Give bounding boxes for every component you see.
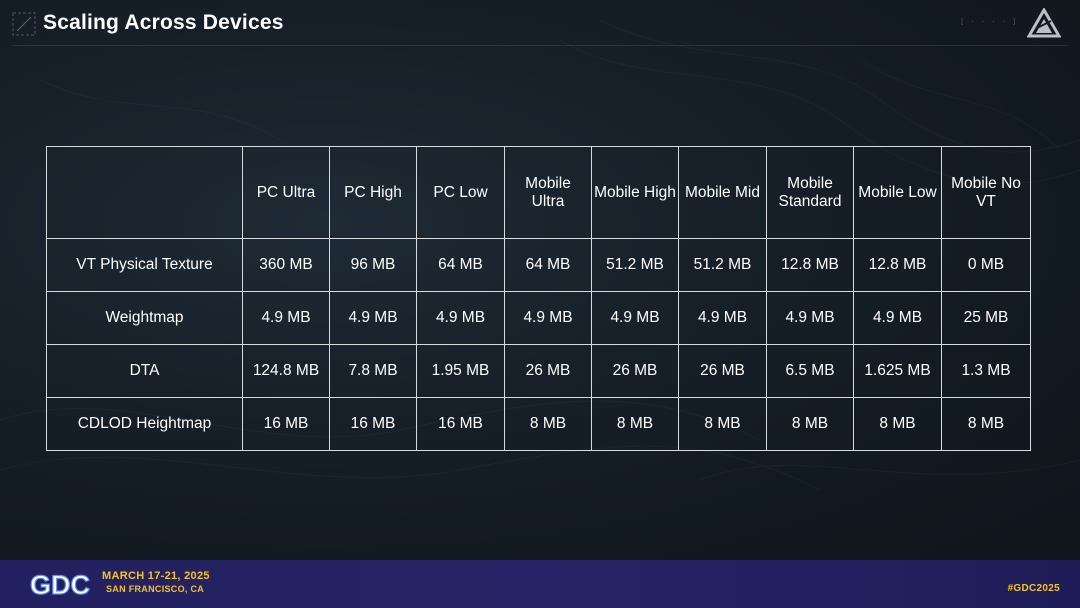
table-cell: 64 MB [504, 238, 592, 292]
table-cell: 4.9 MB [242, 291, 330, 345]
header-cell: Mobile High [591, 146, 679, 239]
gdc-logo: GDC [29, 569, 90, 600]
crosshair-square-icon [12, 12, 36, 36]
event-hashtag: #GDC2025 [1007, 583, 1060, 594]
table-cell: 8 MB [941, 397, 1031, 451]
table-cell: 51.2 MB [678, 238, 767, 292]
table-cell: 26 MB [504, 344, 592, 398]
header-cell: Mobile Standard [766, 146, 854, 239]
triangle-logo-icon [1027, 8, 1061, 38]
table-cell: 4.9 MB [504, 291, 592, 345]
table-cell: 4.9 MB [853, 291, 942, 345]
table-cell: 1.95 MB [416, 344, 505, 398]
table-cell: 8 MB [766, 397, 854, 451]
table-cell: 360 MB [242, 238, 330, 292]
header-cell [46, 146, 243, 239]
table-cell: 1.625 MB [853, 344, 942, 398]
header-cell: Mobile Mid [678, 146, 767, 239]
header-cell: PC Low [416, 146, 505, 239]
header-divider [12, 45, 1068, 46]
table-cell: 26 MB [678, 344, 767, 398]
table-cell: 4.9 MB [678, 291, 767, 345]
table-cell: 4.9 MB [766, 291, 854, 345]
gdc-logo-text: GDC [30, 570, 90, 600]
table-cell: 16 MB [329, 397, 417, 451]
table-cell: 12.8 MB [853, 238, 942, 292]
table-cell: 25 MB [941, 291, 1031, 345]
header-cell: PC High [329, 146, 417, 239]
header-cell: Mobile Ultra [504, 146, 592, 239]
table-cell: 51.2 MB [591, 238, 679, 292]
table-cell: 4.9 MB [416, 291, 505, 345]
table-cell: 8 MB [591, 397, 679, 451]
row-label: Weightmap [46, 291, 243, 345]
header-cell: PC Ultra [242, 146, 330, 239]
table-row: Weightmap 4.9 MB 4.9 MB 4.9 MB 4.9 MB 4.… [46, 291, 1031, 345]
table-cell: 64 MB [416, 238, 505, 292]
table-cell: 0 MB [941, 238, 1031, 292]
table-cell: 96 MB [329, 238, 417, 292]
table-cell: 8 MB [853, 397, 942, 451]
event-date: MARCH 17-21, 2025 [102, 570, 210, 582]
slide-title: Scaling Across Devices [43, 11, 284, 34]
device-scaling-table: PC Ultra PC High PC Low Mobile Ultra Mob… [46, 146, 1031, 451]
table-cell: 6.5 MB [766, 344, 854, 398]
table-cell: 26 MB [591, 344, 679, 398]
table-cell: 12.8 MB [766, 238, 854, 292]
decorative-readout: [ · · · · ] [960, 18, 1018, 26]
table-cell: 16 MB [416, 397, 505, 451]
row-label: DTA [46, 344, 243, 398]
table-row: CDLOD Heightmap 16 MB 16 MB 16 MB 8 MB 8… [46, 397, 1031, 451]
table-cell: 1.3 MB [941, 344, 1031, 398]
table-cell: 8 MB [678, 397, 767, 451]
table-cell: 16 MB [242, 397, 330, 451]
slide-canvas: Scaling Across Devices [ · · · · ] PC Ul… [0, 0, 1080, 560]
table-cell: 8 MB [504, 397, 592, 451]
table-row: DTA 124.8 MB 7.8 MB 1.95 MB 26 MB 26 MB … [46, 344, 1031, 398]
table-cell: 4.9 MB [591, 291, 679, 345]
event-footer: GDC MARCH 17-21, 2025 SAN FRANCISCO, CA … [0, 560, 1080, 608]
table-cell: 4.9 MB [329, 291, 417, 345]
table-header-row: PC Ultra PC High PC Low Mobile Ultra Mob… [46, 146, 1031, 239]
table-cell: 124.8 MB [242, 344, 330, 398]
header-cell: Mobile No VT [941, 146, 1031, 239]
row-label: VT Physical Texture [46, 238, 243, 292]
header-cell: Mobile Low [853, 146, 942, 239]
row-label: CDLOD Heightmap [46, 397, 243, 451]
event-location: SAN FRANCISCO, CA [106, 584, 205, 594]
table-cell: 7.8 MB [329, 344, 417, 398]
table-row: VT Physical Texture 360 MB 96 MB 64 MB 6… [46, 238, 1031, 292]
